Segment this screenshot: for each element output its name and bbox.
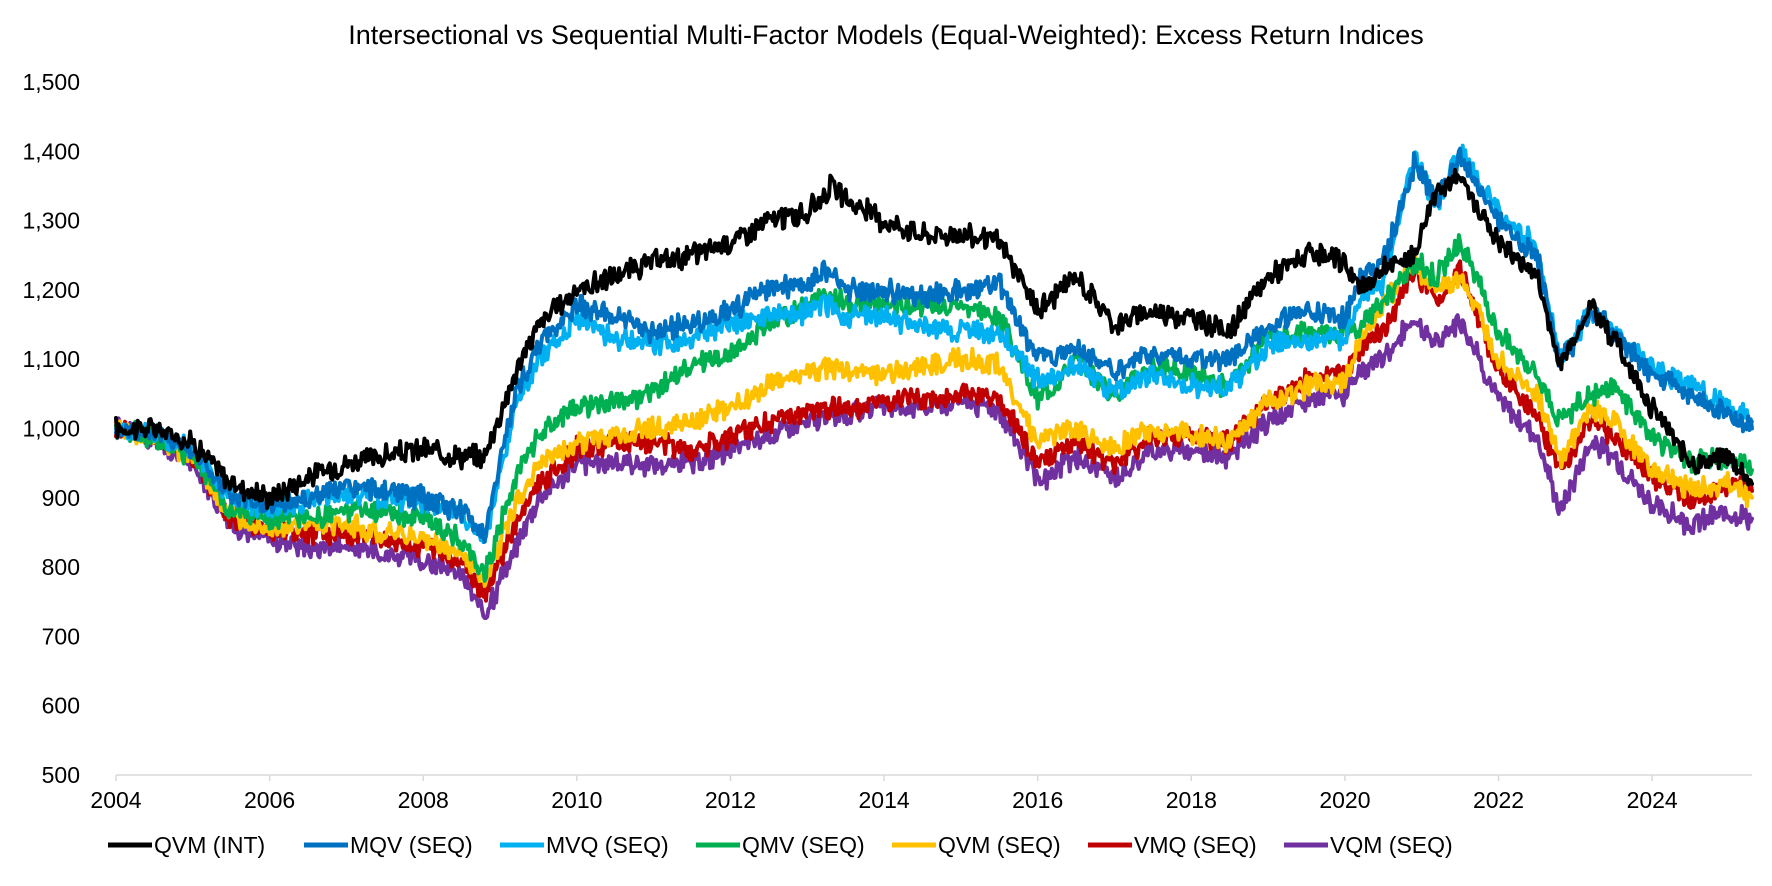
- legend-label: MQV (SEQ): [350, 832, 473, 858]
- x-tick-label: 2022: [1473, 787, 1524, 813]
- legend-label: VMQ (SEQ): [1134, 832, 1257, 858]
- x-tick-label: 2008: [398, 787, 449, 813]
- y-tick-label: 500: [42, 762, 80, 788]
- y-tick-label: 1,200: [22, 277, 80, 303]
- chart-title: Intersectional vs Sequential Multi-Facto…: [348, 20, 1423, 50]
- x-tick-label: 2010: [551, 787, 602, 813]
- series-line-vqm-seq: [114, 313, 1754, 620]
- legend-label: QMV (SEQ): [742, 832, 865, 858]
- x-tick-label: 2016: [1012, 787, 1063, 813]
- y-tick-label: 700: [42, 623, 80, 649]
- y-tick-label: 900: [42, 485, 80, 511]
- series-line-qvm-int: [114, 167, 1754, 511]
- y-tick-label: 600: [42, 693, 80, 719]
- y-tick-label: 1,500: [22, 69, 80, 95]
- y-tick-label: 1,100: [22, 346, 80, 372]
- legend-label: QVM (INT): [154, 832, 265, 858]
- x-tick-label: 2006: [244, 787, 295, 813]
- series-line-qvm-seq: [114, 251, 1754, 588]
- y-axis-ticks: 500 600 700 800 900 1,000 1,100 1,200 1,300 1,400…: [22, 69, 80, 788]
- x-tick-label: 2004: [90, 787, 141, 813]
- series-line-mqv-seq: [114, 146, 1754, 544]
- x-tick-label: 2014: [858, 787, 909, 813]
- y-tick-label: 1,000: [22, 416, 80, 442]
- x-tick-label: 2024: [1627, 787, 1678, 813]
- y-tick-label: 1,300: [22, 208, 80, 234]
- x-tick-label: 2018: [1166, 787, 1217, 813]
- x-axis-ticks: 2004 2006 2008 2010 2012 2014 2016 2018 2020 2022…: [90, 775, 1678, 813]
- series-lines: [114, 143, 1754, 620]
- x-tick-label: 2020: [1319, 787, 1370, 813]
- y-tick-label: 800: [42, 554, 80, 580]
- legend-label: MVQ (SEQ): [546, 832, 669, 858]
- x-tick-label: 2012: [705, 787, 756, 813]
- series-line-qmv-seq: [114, 233, 1754, 583]
- legend-label: QVM (SEQ): [938, 832, 1061, 858]
- legend: QVM (INT) MQV (SEQ) MVQ (SEQ) QMV (SEQ) QVM …: [108, 832, 1453, 858]
- y-tick-label: 1,400: [22, 138, 80, 164]
- series-line-vmq-seq: [114, 258, 1754, 603]
- legend-label: VQM (SEQ): [1330, 832, 1453, 858]
